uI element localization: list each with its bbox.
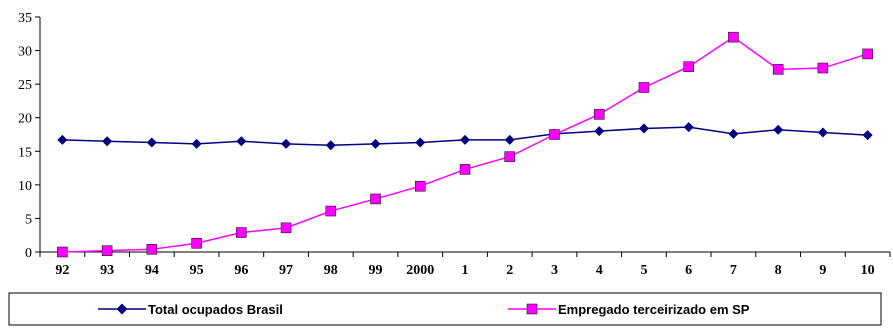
- x-tick-label: 5: [640, 263, 647, 278]
- data-point-square: [101, 245, 113, 256]
- x-tick-label: 4: [596, 263, 603, 278]
- x-tick-label: 99: [369, 263, 383, 278]
- y-tick-label: 15: [18, 145, 32, 160]
- data-point-diamond: [415, 137, 426, 148]
- x-tick-label: 94: [145, 263, 159, 278]
- x-tick-label: 92: [55, 263, 69, 278]
- legend: Total ocupados Brasil Empregado terceiri…: [8, 292, 882, 326]
- data-point-square: [280, 222, 292, 234]
- x-tick-label: 96: [234, 263, 248, 278]
- data-point-diamond: [817, 127, 828, 138]
- legend-item-total-ocupados: Total ocupados Brasil: [98, 302, 283, 317]
- data-point-square: [549, 129, 560, 140]
- data-point-diamond: [146, 137, 157, 148]
- y-tick-label: 10: [18, 179, 32, 194]
- data-point-square: [415, 180, 426, 192]
- x-tick-label: 6: [685, 263, 692, 278]
- data-point-diamond: [236, 136, 247, 147]
- data-point-square: [772, 64, 784, 75]
- data-point-diamond: [370, 138, 381, 149]
- x-tick-label: 2000: [406, 263, 434, 278]
- x-tick-label: 7: [730, 263, 737, 278]
- x-tick-label: 3: [551, 263, 558, 278]
- series-layer: [57, 31, 873, 258]
- data-point-square: [817, 62, 829, 74]
- data-point-square: [728, 31, 739, 43]
- y-axis: 0 5 10 15 20 25 30 35: [18, 11, 41, 261]
- y-tick-label: 25: [18, 78, 32, 93]
- data-point-diamond: [504, 134, 515, 145]
- data-point-diamond: [325, 140, 336, 151]
- x-tick-label: 2: [506, 263, 513, 278]
- data-point-square: [370, 193, 381, 205]
- y-tick-label: 30: [18, 45, 32, 60]
- data-point-square: [146, 244, 158, 255]
- data-point-diamond: [862, 130, 873, 141]
- data-point-square: [57, 246, 68, 258]
- legend-square-marker-icon: [526, 303, 538, 315]
- data-point-diamond: [57, 134, 68, 145]
- x-tick-label: 9: [819, 263, 826, 278]
- data-point-diamond: [281, 138, 292, 149]
- legend-diamond-marker-icon: [116, 303, 128, 315]
- data-point-diamond: [728, 128, 739, 139]
- data-point-square: [236, 227, 247, 238]
- x-tick-label: 1: [462, 263, 469, 278]
- data-point-diamond: [191, 138, 202, 149]
- data-point-square: [325, 205, 337, 217]
- data-point-diamond: [102, 136, 113, 147]
- data-point-square: [862, 48, 873, 60]
- x-tick-label: 98: [324, 263, 338, 278]
- data-point-square: [638, 82, 650, 93]
- x-tick-label: 8: [775, 263, 782, 278]
- data-point-diamond: [683, 122, 694, 133]
- data-point-diamond: [594, 126, 605, 137]
- data-point-square: [459, 164, 471, 175]
- data-point-square: [593, 109, 605, 120]
- x-tick-label: 93: [100, 263, 114, 278]
- x-tick-label: 95: [190, 263, 204, 278]
- legend-item-empregado-terceirizado: Empregado terceirizado em SP: [508, 302, 750, 317]
- y-tick-label: 5: [25, 212, 32, 227]
- data-point-square: [683, 61, 694, 72]
- legend-label-empregado-terceirizado: Empregado terceirizado em SP: [558, 302, 750, 317]
- legend-label-total-ocupados: Total ocupados Brasil: [148, 302, 283, 317]
- legend-box: [8, 292, 882, 326]
- data-point-diamond: [638, 123, 649, 134]
- x-tick-label: 97: [279, 263, 293, 278]
- data-point-diamond: [460, 134, 470, 145]
- data-point-square: [504, 151, 515, 162]
- x-tick-label: 10: [861, 263, 875, 278]
- data-point-diamond: [773, 124, 784, 135]
- y-tick-label: 20: [18, 112, 32, 127]
- y-tick-label: 35: [18, 11, 32, 26]
- y-tick-label: 0: [25, 246, 32, 261]
- x-axis: 92 93 94 95 96 97 98 99 2000 1 2 3 4 5 6 7 8 9 10: [39, 251, 891, 278]
- data-point-square: [191, 238, 202, 249]
